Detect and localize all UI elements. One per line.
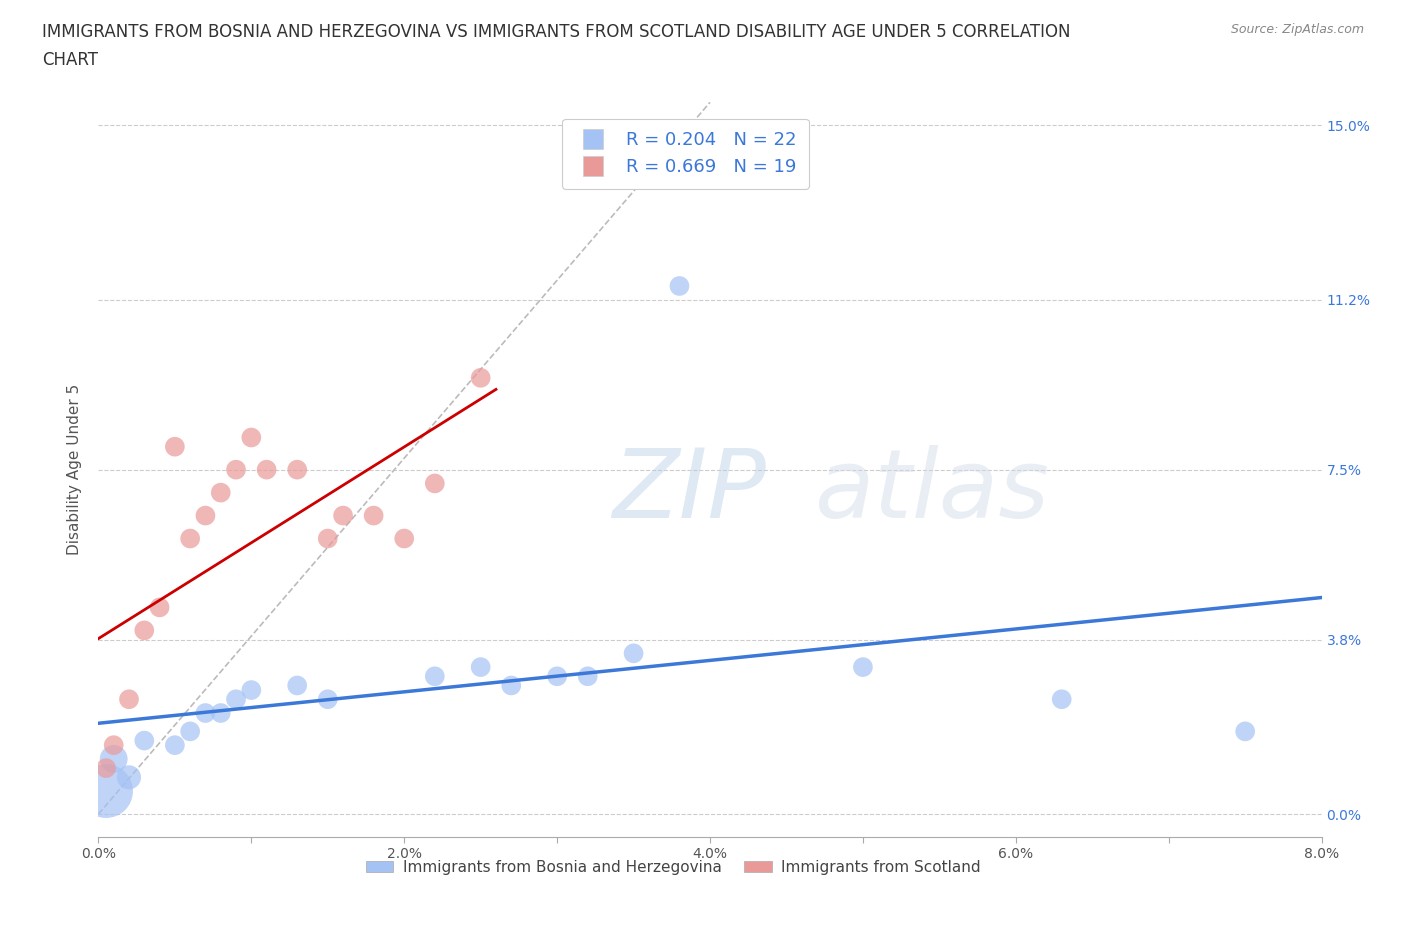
Point — [1234, 724, 1257, 738]
Text: atlas: atlas — [814, 445, 1049, 538]
Point — [546, 669, 568, 684]
Point — [149, 600, 172, 615]
Point — [668, 278, 690, 293]
Point — [363, 508, 385, 523]
Point — [103, 751, 125, 766]
Point — [1050, 692, 1073, 707]
Point — [423, 669, 446, 684]
Point — [240, 683, 263, 698]
Point — [225, 692, 247, 707]
Point — [179, 531, 201, 546]
Point — [285, 678, 308, 693]
Point — [576, 669, 599, 684]
Point — [118, 770, 141, 785]
Point — [316, 531, 339, 546]
Point — [209, 485, 232, 500]
Point — [103, 737, 125, 752]
Point — [194, 508, 217, 523]
Point — [256, 462, 278, 477]
Point — [194, 706, 217, 721]
Point — [240, 430, 263, 445]
Point — [134, 623, 156, 638]
Point — [225, 462, 247, 477]
Point — [209, 706, 232, 721]
Text: Source: ZipAtlas.com: Source: ZipAtlas.com — [1230, 23, 1364, 36]
Point — [392, 531, 416, 546]
Point — [470, 659, 492, 674]
Text: IMMIGRANTS FROM BOSNIA AND HERZEGOVINA VS IMMIGRANTS FROM SCOTLAND DISABILITY AG: IMMIGRANTS FROM BOSNIA AND HERZEGOVINA V… — [42, 23, 1071, 41]
Point — [163, 737, 186, 752]
Point — [501, 678, 523, 693]
Legend: Immigrants from Bosnia and Herzegovina, Immigrants from Scotland: Immigrants from Bosnia and Herzegovina, … — [360, 854, 987, 881]
Point — [134, 733, 156, 748]
Point — [470, 370, 492, 385]
Point — [163, 439, 186, 454]
Point — [316, 692, 339, 707]
Text: CHART: CHART — [42, 51, 98, 69]
Text: ZIP: ZIP — [612, 445, 766, 538]
Point — [852, 659, 875, 674]
Point — [332, 508, 354, 523]
Point — [423, 476, 446, 491]
Point — [94, 761, 117, 776]
Point — [179, 724, 201, 738]
Point — [623, 645, 645, 660]
Point — [118, 692, 141, 707]
Point — [285, 462, 308, 477]
Y-axis label: Disability Age Under 5: Disability Age Under 5 — [67, 384, 83, 555]
Point — [94, 784, 117, 799]
